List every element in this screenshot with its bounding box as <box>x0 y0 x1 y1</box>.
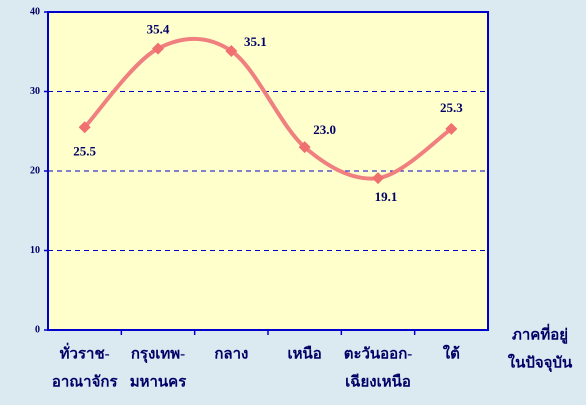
marker <box>372 172 384 185</box>
x-tick-label: ทั่วราช- <box>60 342 110 362</box>
y-tick-label: 10 <box>30 245 40 256</box>
x-tick-label: ตะวันออก- <box>344 345 413 362</box>
value-label: 19.1 <box>375 189 398 204</box>
value-label: 23.0 <box>313 122 336 137</box>
x-tick-label: เหนือ <box>288 345 322 362</box>
marker <box>298 141 311 154</box>
marker <box>152 42 164 55</box>
y-tick-label: 20 <box>30 165 40 176</box>
x-tick-label: กรุงเทพ- <box>131 346 185 363</box>
x-tick-label: ใต้ <box>443 344 460 362</box>
x-tick-label: อาณาจักร <box>52 373 119 390</box>
x-tick-label: เฉียงเหนือ <box>345 373 411 390</box>
value-label: 35.1 <box>244 34 267 49</box>
y-tick-label: 0 <box>35 324 40 335</box>
value-label: 35.4 <box>147 22 170 37</box>
x-tick-label: กลาง <box>214 346 248 362</box>
y-tick-label: 40 <box>30 6 40 17</box>
y-tick-label: 30 <box>30 86 40 97</box>
x-axis-label: ในปัจจุบัน <box>508 353 573 372</box>
marker <box>445 122 458 135</box>
x-axis-label: ภาคที่อยู่ <box>512 323 568 344</box>
marker <box>78 121 91 134</box>
value-label: 25.5 <box>73 143 96 158</box>
value-label: 25.3 <box>440 100 463 115</box>
marker <box>225 44 238 57</box>
x-tick-label: มหานคร <box>130 374 187 390</box>
